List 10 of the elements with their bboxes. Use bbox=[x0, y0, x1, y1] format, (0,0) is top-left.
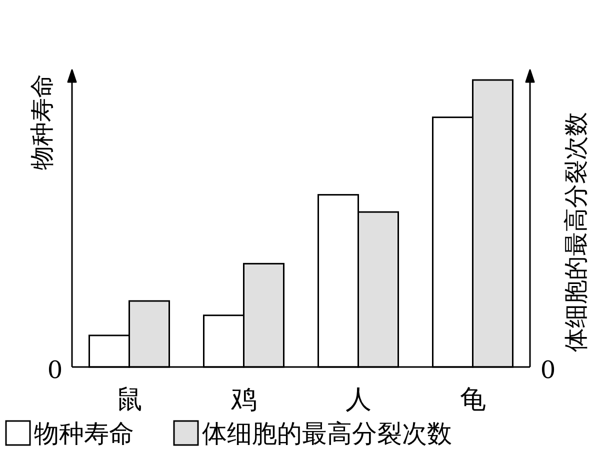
text: 0 bbox=[47, 356, 63, 384]
legend-label: 体细胞的最高分裂次数 bbox=[202, 419, 452, 448]
x-tick-label: 鸡 bbox=[230, 385, 257, 415]
text: 0 bbox=[540, 356, 556, 384]
x-tick-label: 鼠 bbox=[116, 385, 142, 415]
legend-label: 物种寿命 bbox=[34, 419, 134, 448]
x-tick-label: 龟 bbox=[460, 385, 486, 415]
x-tick-label: 人 bbox=[345, 385, 372, 415]
y-axis-title: 物种寿命 bbox=[28, 74, 56, 170]
y2-axis-title: 体细胞的最高分裂次数 bbox=[562, 112, 590, 352]
